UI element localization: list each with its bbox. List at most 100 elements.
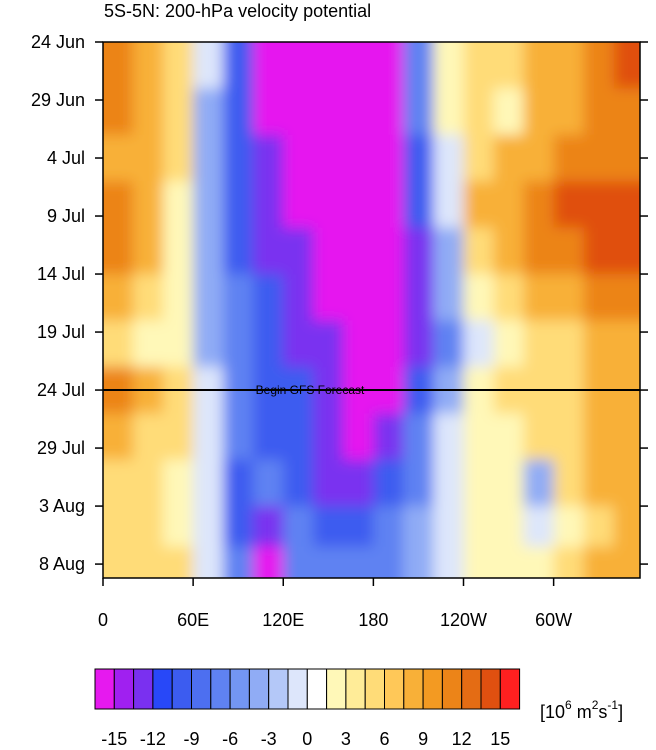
field-cell	[613, 134, 640, 182]
field-cell	[463, 459, 495, 507]
field-cell	[463, 413, 495, 461]
field-cell	[283, 459, 314, 507]
field-cell	[163, 134, 194, 182]
field-cell	[223, 413, 254, 461]
y-tick-label: 4 Jul	[47, 148, 85, 168]
field-cell	[613, 88, 640, 136]
field-cell	[373, 88, 404, 136]
x-tick-label: 0	[98, 610, 108, 630]
field-cell	[493, 181, 525, 229]
field-cell	[103, 227, 134, 275]
field-cell	[613, 42, 640, 89]
plot-area	[103, 42, 640, 578]
field-cell	[313, 134, 344, 182]
field-cell	[343, 274, 374, 321]
field-cell	[343, 181, 374, 229]
field-cell	[313, 88, 344, 136]
field-cell	[523, 320, 555, 368]
field-cell	[193, 274, 224, 321]
field-cell	[403, 413, 434, 461]
colorbar-box	[345, 668, 366, 710]
field-cell	[283, 42, 314, 89]
y-tick-label: 9 Jul	[47, 206, 85, 226]
units-text: m	[572, 702, 592, 722]
field-cell	[133, 88, 164, 136]
field-cell	[283, 181, 314, 229]
y-tick-label: 29 Jul	[37, 438, 85, 458]
field-cell	[613, 320, 640, 368]
field-cell	[463, 546, 495, 578]
field-cell	[463, 227, 495, 275]
field-cell	[463, 274, 495, 321]
x-tick-label: 120W	[440, 610, 487, 630]
field-cell	[613, 274, 640, 321]
colorbar-box	[499, 668, 521, 710]
field-cell	[103, 546, 134, 578]
forecast-label: Begin GFS Forecast	[256, 383, 365, 397]
field-cell	[613, 181, 640, 229]
field-cell	[163, 42, 194, 89]
field-cell	[223, 181, 254, 229]
field-cell	[523, 413, 555, 461]
field-cell	[193, 181, 224, 229]
field-cell	[313, 546, 344, 578]
colorbar-box	[364, 668, 386, 710]
colorbar-box	[326, 668, 347, 710]
field-cell	[613, 459, 640, 507]
field-cell	[583, 88, 615, 136]
field-cell	[283, 413, 314, 461]
field-cell	[193, 413, 224, 461]
field-cell	[613, 227, 640, 275]
field-cell	[253, 506, 284, 548]
units-superscript: 6	[565, 698, 572, 712]
field-cell	[223, 320, 254, 368]
field-cell	[583, 459, 615, 507]
field-cell	[253, 413, 284, 461]
y-tick-label: 8 Aug	[39, 554, 85, 574]
field-cell	[343, 320, 374, 368]
field-cell	[223, 42, 254, 89]
field-cell	[133, 42, 164, 89]
colorbar-tick-label: 6	[379, 729, 389, 749]
field-cell	[433, 227, 465, 275]
field-cell	[433, 413, 465, 461]
field-cell	[253, 227, 284, 275]
field-cell	[133, 413, 164, 461]
field-cell	[433, 42, 465, 89]
y-tick-label: 19 Jul	[37, 322, 85, 342]
colorbar-box	[171, 668, 192, 710]
colorbar-box	[210, 668, 231, 710]
field-cell	[403, 134, 434, 182]
field-cell	[493, 227, 525, 275]
field-cell	[403, 227, 434, 275]
field-cell	[403, 320, 434, 368]
field-cell	[133, 546, 164, 578]
field-cell	[403, 42, 434, 89]
field-cell	[133, 181, 164, 229]
field-cell	[253, 42, 284, 89]
field-cell	[493, 42, 525, 89]
field-cell	[133, 320, 164, 368]
field-cell	[163, 227, 194, 275]
field-cell	[133, 459, 164, 507]
colorbar-tick-label: 15	[490, 729, 510, 749]
field-cell	[223, 459, 254, 507]
field-cell	[433, 506, 465, 548]
field-cell	[493, 459, 525, 507]
units-superscript: 2	[592, 698, 599, 712]
field-cell	[553, 274, 585, 321]
field-cell	[163, 181, 194, 229]
field-cell	[313, 274, 344, 321]
colorbar-tick-label: 3	[341, 729, 351, 749]
field-cell	[163, 546, 194, 578]
field-cell	[193, 42, 224, 89]
x-tick-label: 120E	[262, 610, 304, 630]
field-cell	[403, 181, 434, 229]
colorbar-tick-label: 9	[418, 729, 428, 749]
field-cell	[193, 546, 224, 578]
field-cell	[523, 134, 555, 182]
field-cell	[553, 506, 585, 548]
field-cell	[253, 274, 284, 321]
field-cell	[313, 320, 344, 368]
